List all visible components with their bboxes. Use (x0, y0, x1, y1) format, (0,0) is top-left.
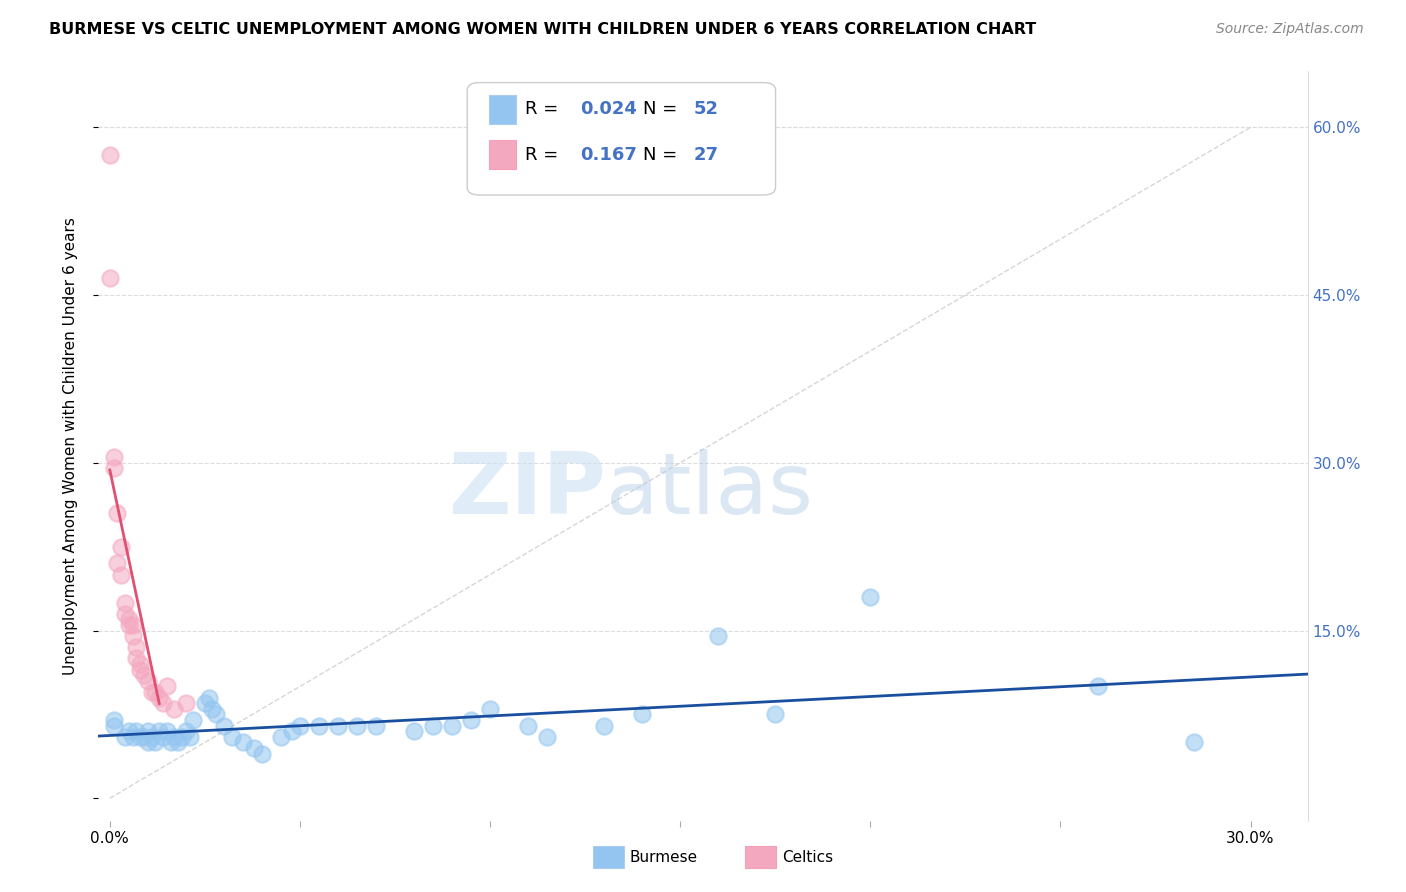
Point (114, 596, 136, 610)
Point (125, 640, 148, 655)
Point (145, 735, 167, 749)
Text: 0.024: 0.024 (579, 100, 637, 118)
FancyBboxPatch shape (489, 140, 516, 169)
Point (121, 629, 143, 643)
Point (148, 724, 170, 739)
Point (103, 718, 125, 732)
Point (118, 612, 141, 626)
Point (159, 735, 181, 749)
Point (288, 718, 311, 732)
Point (243, 741, 266, 756)
Point (163, 702, 186, 716)
Point (441, 718, 464, 732)
Point (194, 696, 217, 710)
Point (129, 657, 152, 671)
Point (707, 629, 730, 643)
Point (103, 450, 125, 465)
Point (103, 713, 125, 727)
Point (156, 724, 179, 739)
Point (129, 730, 152, 744)
Point (132, 668, 155, 682)
Text: N =: N = (643, 100, 682, 118)
Point (125, 724, 148, 739)
Text: atlas: atlas (606, 450, 814, 533)
Point (422, 718, 444, 732)
Point (250, 747, 273, 761)
Point (110, 567, 132, 582)
Point (536, 730, 558, 744)
Point (141, 685, 163, 699)
Point (232, 735, 254, 749)
Point (859, 590, 882, 604)
Point (183, 713, 205, 727)
Point (132, 730, 155, 744)
Text: R =: R = (526, 146, 569, 164)
Point (148, 690, 170, 705)
Point (141, 730, 163, 744)
Text: BURMESE VS CELTIC UNEMPLOYMENT AMONG WOMEN WITH CHILDREN UNDER 6 YEARS CORRELATI: BURMESE VS CELTIC UNEMPLOYMENT AMONG WOM… (49, 22, 1036, 37)
Point (517, 718, 540, 732)
Point (118, 618, 141, 632)
Point (152, 730, 174, 744)
Point (212, 718, 235, 732)
Point (205, 707, 228, 722)
Point (121, 730, 143, 744)
Point (270, 730, 292, 744)
Point (763, 707, 786, 722)
Point (156, 680, 179, 694)
Point (170, 730, 193, 744)
Point (103, 461, 125, 475)
FancyBboxPatch shape (467, 83, 776, 195)
Y-axis label: Unemployment Among Women with Children Under 6 years: Unemployment Among Women with Children U… (63, 217, 77, 675)
Point (145, 685, 167, 699)
Point (118, 724, 141, 739)
Point (98, 148, 121, 162)
Point (174, 724, 197, 739)
Text: R =: R = (526, 100, 564, 118)
Point (152, 696, 174, 710)
Text: Celtics: Celtics (782, 850, 832, 864)
Point (326, 718, 349, 732)
Text: 0.167: 0.167 (579, 146, 637, 164)
Point (110, 540, 132, 554)
Point (201, 702, 224, 716)
Point (308, 718, 330, 732)
Text: N =: N = (643, 146, 682, 164)
Point (1182, 735, 1205, 749)
Point (197, 690, 219, 705)
Point (179, 730, 201, 744)
Text: 52: 52 (693, 100, 718, 118)
Point (479, 702, 502, 716)
Point (129, 663, 152, 677)
Point (460, 713, 482, 727)
Point (136, 735, 159, 749)
Point (136, 724, 159, 739)
Text: Source: ZipAtlas.com: Source: ZipAtlas.com (1216, 22, 1364, 37)
Point (136, 673, 159, 688)
Point (107, 557, 129, 571)
Point (631, 707, 654, 722)
Point (402, 724, 425, 739)
Point (114, 730, 136, 744)
Point (221, 730, 243, 744)
Point (163, 730, 186, 744)
Point (98, 271, 121, 285)
Text: 27: 27 (693, 146, 718, 164)
FancyBboxPatch shape (489, 95, 516, 124)
Point (114, 607, 136, 621)
Point (121, 618, 143, 632)
Point (1087, 680, 1109, 694)
Text: ZIP: ZIP (449, 450, 606, 533)
Point (281, 724, 304, 739)
Point (125, 651, 148, 665)
Point (593, 718, 616, 732)
Point (364, 718, 387, 732)
Point (167, 735, 190, 749)
Point (346, 718, 368, 732)
Point (107, 506, 129, 520)
Text: Burmese: Burmese (630, 850, 697, 864)
Point (174, 696, 197, 710)
